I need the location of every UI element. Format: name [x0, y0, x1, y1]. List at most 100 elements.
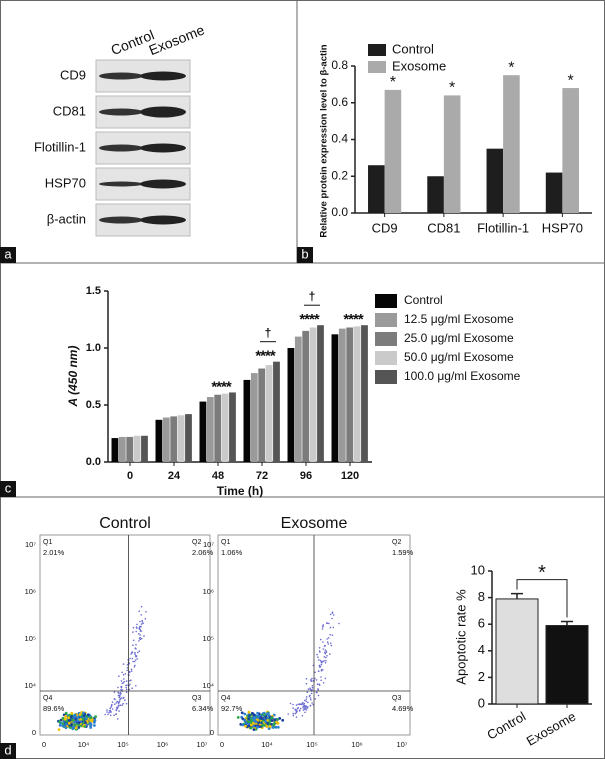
- flow-dot: [141, 621, 144, 623]
- flow-dot: [136, 623, 138, 626]
- flow-dot: [270, 719, 274, 722]
- flow-dot: [113, 703, 116, 705]
- blot-band: [140, 71, 186, 81]
- flow-x-tick-label: 10⁶: [157, 740, 168, 749]
- flow-dot: [318, 683, 320, 685]
- flow-dot: [139, 636, 141, 639]
- flow-dot: [139, 638, 142, 641]
- flow-x-tick-label: 10⁶: [351, 740, 362, 749]
- flow-dot: [125, 686, 127, 689]
- flow-dot: [94, 715, 97, 719]
- flow-dot: [323, 656, 326, 658]
- flow-dot: [270, 716, 274, 720]
- legend-label: Exosome: [392, 58, 446, 73]
- dagger-mark: †: [309, 289, 316, 303]
- flow-dot: [124, 673, 127, 675]
- flow-dot: [138, 650, 141, 652]
- flow-dot: [307, 701, 309, 704]
- flow-dot: [316, 653, 318, 656]
- y-tick-label: 8: [478, 589, 485, 604]
- flow-dot: [132, 660, 134, 663]
- quadrant-percent: 92.7%: [221, 704, 243, 713]
- blot-row-label: β-actin: [47, 211, 86, 226]
- flow-dot: [240, 711, 244, 715]
- bar: [368, 165, 385, 213]
- x-tick-label: 0: [127, 470, 133, 482]
- flow-dot: [317, 670, 320, 672]
- y-tick-label: 6: [478, 616, 485, 631]
- flow-dot: [311, 686, 314, 689]
- flow-dot: [135, 685, 137, 687]
- flow-dot: [249, 718, 253, 721]
- bar: [118, 436, 126, 462]
- bar: [353, 326, 361, 462]
- flow-dot: [72, 725, 76, 729]
- flow-dot: [266, 716, 270, 720]
- flow-dot: [243, 712, 247, 716]
- flow-dots: [236, 611, 340, 731]
- flow-y-tick-label: 10⁴: [24, 681, 36, 690]
- flow-dot: [57, 728, 61, 731]
- quadrant-percent: 1.06%: [221, 548, 243, 557]
- flow-dot: [122, 697, 125, 699]
- flow-dot: [139, 628, 141, 631]
- flow-dot: [329, 613, 332, 616]
- quadrant-name: Q3: [392, 695, 401, 702]
- flow-dot: [109, 714, 112, 717]
- flow-dot: [323, 645, 326, 647]
- quadrant-name: Q3: [192, 695, 201, 702]
- flow-dot: [310, 699, 312, 701]
- flow-dot: [331, 617, 333, 620]
- x-tick-label: 72: [256, 470, 268, 482]
- flow-dot: [132, 626, 135, 629]
- flow-dot: [318, 647, 321, 649]
- flow-dot: [328, 622, 330, 625]
- flow-dot: [316, 683, 319, 685]
- flow-dot: [115, 708, 118, 711]
- flow-dot: [64, 711, 68, 715]
- legend-swatch: [375, 294, 397, 308]
- flow-dot: [122, 674, 125, 676]
- flow-dot: [142, 622, 144, 625]
- flow-dot: [124, 699, 126, 701]
- flow-dot: [304, 711, 306, 714]
- flow-dot: [77, 721, 81, 725]
- flow-dot: [111, 708, 114, 710]
- significance-mark: ****: [211, 378, 232, 395]
- flow-dot: [314, 698, 317, 700]
- flow-dot: [120, 680, 123, 682]
- flow-dot: [134, 647, 137, 649]
- flow-dot: [131, 687, 133, 689]
- bar: [199, 401, 207, 462]
- flow-dot: [61, 722, 65, 725]
- flow-dot: [298, 710, 301, 712]
- flow-dot: [323, 660, 325, 662]
- flow-dot: [111, 701, 114, 703]
- flow-dot: [254, 720, 258, 724]
- bar: [185, 414, 192, 462]
- flow-dot: [125, 691, 128, 694]
- flow-dot: [134, 659, 137, 661]
- flow-dot: [128, 670, 131, 673]
- flow-dot: [309, 704, 312, 707]
- flow-dot: [84, 721, 87, 725]
- quadrant-percent: 2.06%: [192, 548, 214, 557]
- panel-letter: a: [4, 246, 12, 261]
- flow-dot: [113, 714, 115, 716]
- flow-dot: [275, 720, 278, 724]
- flow-dot: [267, 713, 271, 717]
- flow-dot: [271, 726, 275, 729]
- flow-dot: [137, 651, 139, 654]
- flow-dot: [319, 659, 322, 662]
- flow-dot: [241, 723, 245, 727]
- flow-dot: [118, 692, 120, 694]
- legend-label: 100.0 μg/ml Exosome: [404, 369, 521, 383]
- quadrant-name: Q2: [192, 539, 201, 546]
- flow-dot: [73, 715, 76, 719]
- flow-dot: [116, 700, 118, 703]
- bar: [294, 336, 302, 462]
- flow-dot: [85, 717, 88, 721]
- flow-dot: [138, 627, 141, 629]
- flow-title: Exosome: [281, 515, 348, 532]
- flow-dot: [274, 725, 278, 729]
